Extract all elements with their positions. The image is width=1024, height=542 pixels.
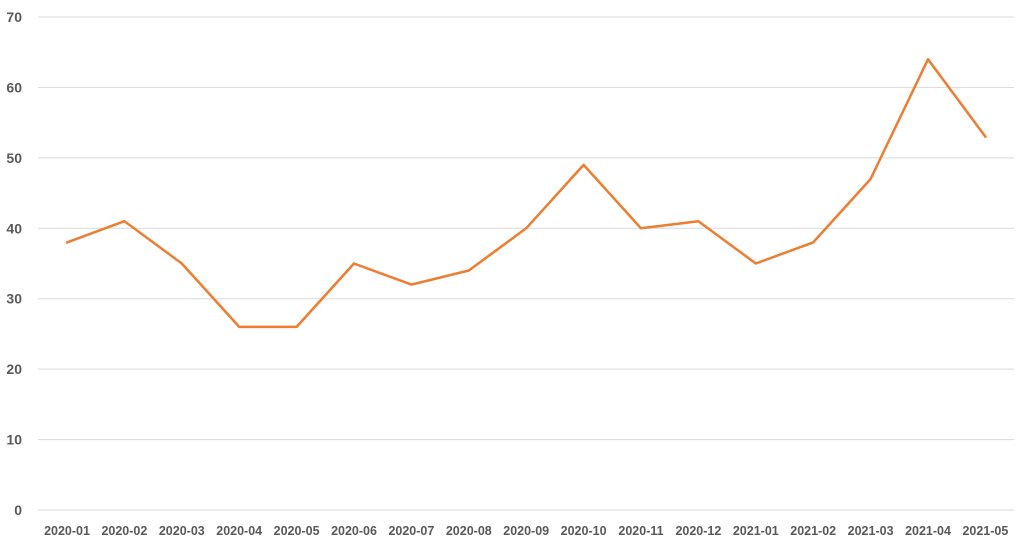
x-tick-label: 2020-07	[388, 524, 434, 538]
gridlines	[38, 16, 1014, 511]
x-tick-label: 2021-02	[790, 524, 836, 538]
x-tick-label: 2020-05	[274, 524, 320, 538]
x-tick-label: 2020-02	[101, 524, 147, 538]
x-tick-label: 2020-04	[216, 524, 262, 538]
x-tick-label: 2020-10	[561, 524, 607, 538]
x-tick-label: 2020-09	[503, 524, 549, 538]
series-layer	[65, 58, 987, 329]
y-tick-label: 0	[14, 502, 22, 518]
x-axis-tick-labels: 2020-01 2020-02 2020-03 2020-04 2020-05 2020-…	[44, 524, 1008, 538]
x-tick-label: 2021-05	[962, 524, 1008, 538]
x-tick-label: 2020-12	[675, 524, 721, 538]
series-line-0	[65, 58, 987, 329]
y-tick-label: 40	[6, 220, 22, 236]
y-tick-label: 30	[6, 291, 22, 307]
x-tick-label: 2020-06	[331, 524, 377, 538]
y-tick-label: 70	[6, 9, 22, 25]
x-tick-label: 2021-03	[848, 524, 894, 538]
x-tick-label: 2020-01	[44, 524, 90, 538]
y-tick-label: 50	[6, 150, 22, 166]
x-tick-label: 2020-11	[618, 524, 663, 538]
y-tick-label: 10	[6, 432, 22, 448]
x-tick-label: 2021-01	[733, 524, 779, 538]
x-tick-label: 2021-04	[905, 524, 951, 538]
y-tick-label: 20	[6, 361, 22, 377]
x-tick-label: 2020-03	[159, 524, 205, 538]
x-tick-label: 2020-08	[446, 524, 492, 538]
y-axis-tick-labels: 0 10 20 30 40 50 60 70	[6, 9, 22, 518]
y-tick-label: 60	[6, 79, 22, 95]
